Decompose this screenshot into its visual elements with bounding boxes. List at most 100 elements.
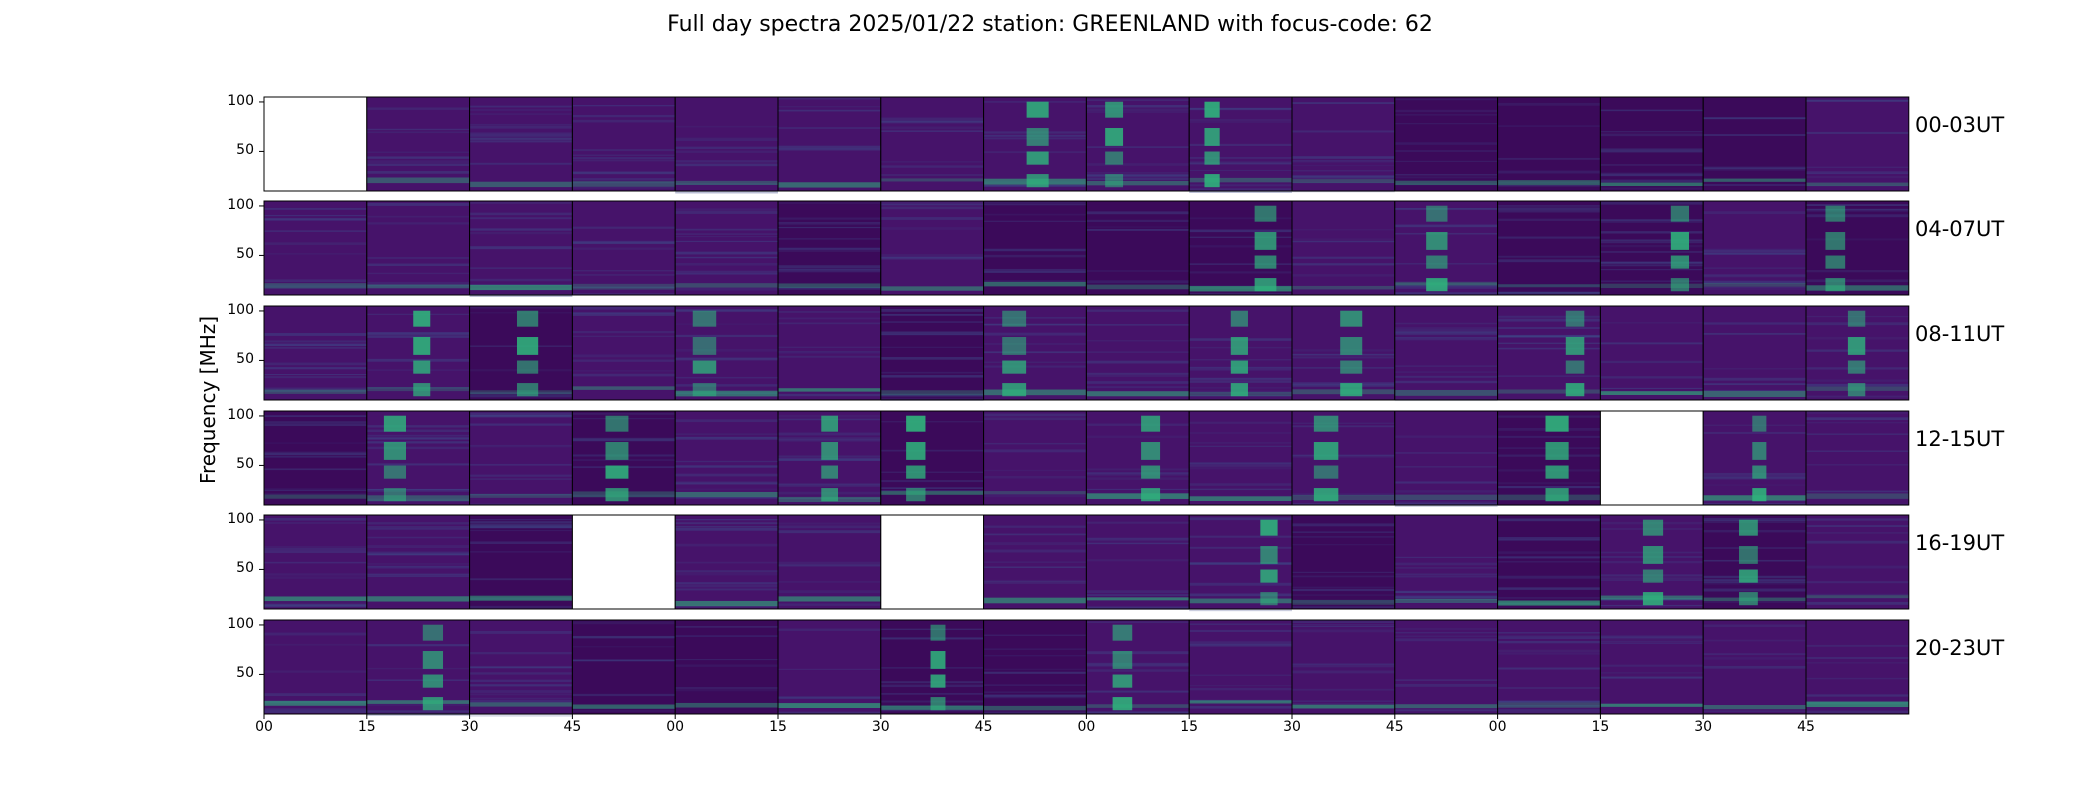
spectral-line [572, 119, 676, 123]
spectral-line [366, 163, 470, 166]
spectral-line [675, 686, 778, 690]
spectral-line [1189, 445, 1292, 447]
spectral-line [675, 689, 778, 692]
panel-background [1806, 201, 1909, 295]
x-tick-label: 15 [357, 719, 376, 735]
burst-segment [1565, 383, 1585, 397]
spectral-line [1292, 238, 1395, 240]
panel-background [572, 97, 676, 191]
spectral-line [1292, 274, 1395, 277]
burst-segment [930, 651, 946, 669]
spectral-line [1600, 269, 1704, 271]
spectrum-panel [674, 96, 779, 194]
spectral-line [1394, 380, 1498, 384]
spectral-line [469, 228, 573, 231]
spectral-line [469, 201, 573, 204]
burst-segment [1752, 442, 1767, 460]
spectral-line [778, 265, 881, 269]
spectral-line [1394, 336, 1498, 339]
spectral-line [1497, 652, 1601, 655]
panel-background [264, 201, 367, 295]
spectral-line [1189, 674, 1292, 676]
spectral-line [469, 652, 573, 655]
burst-segment [1825, 255, 1846, 269]
spectral-line [1086, 174, 1190, 176]
spectral-line [778, 530, 881, 534]
burst-segment [516, 337, 539, 355]
spectral-line [264, 387, 367, 389]
burst-segment [383, 442, 407, 460]
spectral-line [1292, 594, 1395, 596]
spectrum-panel [263, 305, 368, 401]
burst-segment [383, 488, 407, 502]
burst-segment [1026, 101, 1049, 118]
spectrum-panel [983, 410, 1087, 506]
spectrum-panel [1497, 305, 1601, 401]
spectral-line [1086, 386, 1190, 389]
spectral-line [366, 257, 470, 259]
spectral-line [264, 708, 367, 711]
spectral-line [983, 655, 1087, 657]
spectral-line [1189, 161, 1292, 164]
spectral-line [1292, 503, 1395, 506]
spectral-line [1394, 142, 1498, 145]
spectral-line [366, 446, 470, 450]
spectral-line [778, 355, 881, 358]
spectral-line [778, 311, 881, 313]
spectrum-panel [366, 96, 471, 192]
spectral-line [1497, 205, 1601, 207]
x-tick-label: 30 [1694, 719, 1713, 735]
spectral-line [1394, 562, 1498, 566]
spectral-line [983, 694, 1087, 698]
spectral-line [366, 333, 470, 336]
panel-frame [1805, 96, 1910, 192]
burst-segment [1313, 442, 1339, 460]
spectral-line [778, 522, 881, 525]
spectral-line [880, 161, 984, 163]
spectral-line [983, 361, 1087, 363]
spectral-line [264, 253, 367, 255]
spectra-row-04-07UT [259, 200, 1910, 297]
spectral-line [1703, 657, 1806, 660]
spectral-line [469, 672, 573, 674]
spectral-line [778, 581, 881, 583]
spectral-line [469, 684, 573, 687]
spectral-line [983, 442, 1087, 445]
spectral-line [469, 445, 573, 448]
low-freq-band [983, 281, 1087, 287]
spectral-line [1600, 172, 1704, 175]
spectral-line [1292, 663, 1395, 665]
spectral-line [778, 226, 881, 229]
spectral-line [366, 156, 470, 159]
spectrum-panel [571, 305, 676, 401]
spectral-line [880, 256, 984, 258]
spectral-line [675, 376, 778, 379]
low-freq-band [675, 390, 778, 397]
spectral-line [1086, 690, 1190, 693]
burst-segment [1260, 519, 1278, 536]
low-freq-band [778, 182, 881, 188]
low-freq-band [469, 702, 573, 707]
spectral-line [1189, 263, 1292, 265]
spectral-line [572, 240, 676, 243]
burst-segment [1565, 360, 1585, 374]
spectral-line [778, 97, 881, 100]
spectral-line [572, 706, 676, 709]
spectral-line [366, 222, 470, 225]
burst-segment [422, 674, 444, 688]
spectral-line [366, 335, 470, 338]
low-freq-band [1600, 182, 1704, 187]
burst-segment [821, 465, 839, 479]
spectral-line [1189, 108, 1292, 111]
spectral-line [1189, 582, 1292, 586]
spectral-line [880, 120, 984, 124]
spectral-line [778, 483, 881, 486]
spectrum-panel [1085, 619, 1190, 715]
spectral-line [1189, 688, 1292, 691]
spectral-line [1497, 185, 1601, 187]
spectra-row-20-23UT [259, 619, 1910, 717]
spectral-line [1703, 211, 1806, 215]
low-freq-band [675, 283, 778, 288]
spectral-line [469, 679, 573, 682]
spectrum-panel [1085, 96, 1190, 192]
